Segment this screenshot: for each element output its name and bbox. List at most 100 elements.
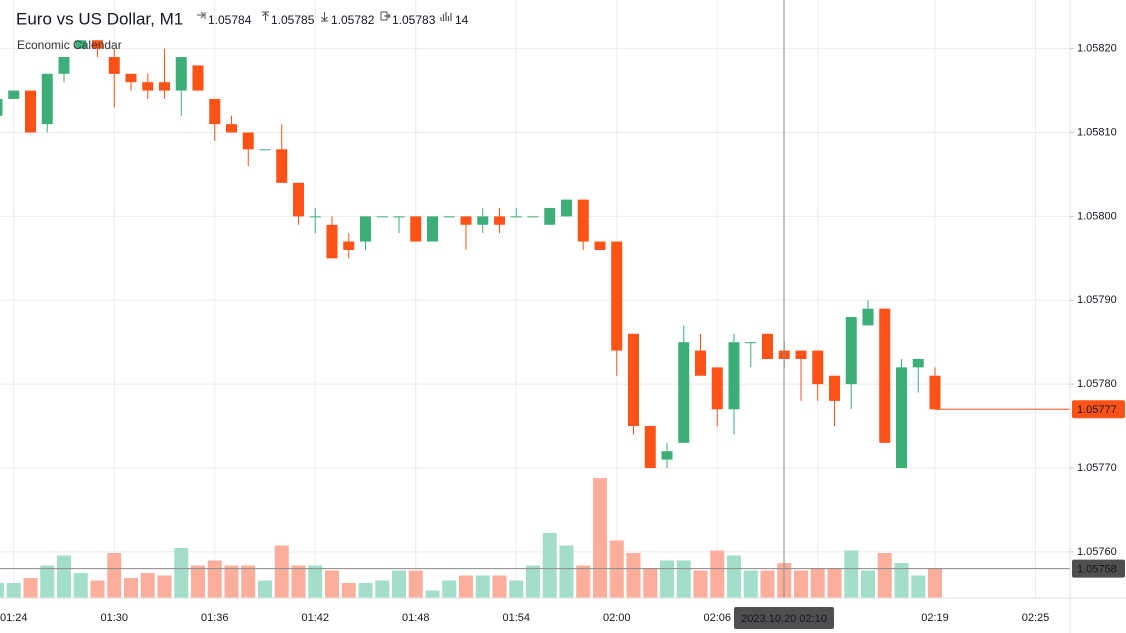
- last-price-label: 1.05777: [1077, 404, 1117, 416]
- volume-bar: [727, 555, 741, 598]
- y-tick-label: 1.05810: [1077, 126, 1117, 138]
- volume-bar: [760, 570, 775, 598]
- candle-body: [108, 57, 120, 74]
- header-low: 1.05782: [331, 13, 375, 27]
- volume-bar: [710, 550, 725, 598]
- volume-bar: [459, 575, 473, 598]
- volume-bar: [693, 570, 708, 598]
- candle-body: [192, 65, 204, 91]
- volume-bar: [73, 573, 88, 598]
- candle-body: [912, 358, 924, 368]
- crosshair-time-label: 2023.10.20 02:10: [741, 613, 827, 625]
- candle-body: [376, 216, 388, 218]
- volume-bar: [559, 545, 574, 598]
- volume-bar: [90, 580, 105, 598]
- volume-bar: [676, 560, 691, 598]
- candle-body: [159, 82, 170, 91]
- volume-bar: [609, 540, 624, 598]
- volume-bar: [408, 570, 423, 598]
- volume-bar: [643, 568, 658, 598]
- volume-bar: [794, 570, 808, 598]
- volume-bar: [241, 565, 256, 598]
- candle-body: [845, 317, 857, 385]
- volume-bar: [626, 553, 641, 598]
- candle-body: [795, 350, 807, 359]
- volume-bar: [509, 580, 524, 598]
- candle-body: [561, 199, 572, 217]
- volume-bar: [341, 583, 356, 598]
- volume-bar: [157, 575, 172, 598]
- y-tick-label: 1.05770: [1077, 462, 1117, 474]
- candle-body: [125, 73, 137, 83]
- y-tick-label: 1.05790: [1077, 294, 1117, 306]
- candle-body: [829, 375, 840, 401]
- volume-bar: [894, 563, 909, 598]
- candle-body: [896, 367, 907, 468]
- candle-body: [527, 216, 539, 218]
- candles: [0, 40, 941, 468]
- y-tick-label: 1.05820: [1077, 43, 1117, 55]
- volume-bar: [542, 533, 557, 598]
- volume-bar: [40, 565, 55, 598]
- candle-body: [695, 350, 706, 376]
- volume-bar: [107, 553, 122, 598]
- volume-bar: [191, 565, 205, 598]
- volume-bar: [844, 550, 859, 598]
- candle-body: [58, 57, 70, 74]
- header-close: 1.05783: [392, 13, 436, 27]
- x-tick-label: 01:36: [201, 612, 229, 624]
- candle-body: [242, 132, 254, 150]
- x-tick-label: 02:00: [603, 612, 631, 624]
- header-open: 1.05784: [208, 13, 252, 27]
- candle-body: [360, 216, 371, 242]
- candle-body: [812, 350, 824, 385]
- candle-body: [92, 40, 103, 49]
- x-tick-label: 02:06: [703, 612, 731, 624]
- candle-body: [309, 216, 321, 218]
- volume-bar: [224, 565, 239, 598]
- volume-bar: [57, 555, 71, 598]
- x-tick-label: 02:25: [1022, 612, 1050, 624]
- x-tick-label: 01:24: [0, 612, 28, 624]
- y-tick-label: 1.05780: [1077, 378, 1117, 390]
- close-icon: [380, 11, 391, 21]
- volume-bar: [258, 580, 272, 598]
- candle-body: [678, 342, 690, 443]
- candle-body: [393, 216, 405, 218]
- volume-bar: [593, 478, 607, 598]
- volume-bar: [274, 545, 289, 598]
- candle-body: [25, 90, 36, 133]
- x-tick-label: 01:54: [502, 612, 530, 624]
- volume-bar: [308, 565, 323, 598]
- candle-body: [510, 216, 522, 218]
- candle-body: [628, 333, 639, 427]
- volume-bar: [475, 575, 490, 598]
- candle-body: [276, 149, 288, 183]
- candle-body: [259, 149, 271, 151]
- chart-title: Euro vs US Dollar, M1: [16, 9, 183, 28]
- candle-body: [209, 98, 221, 125]
- volume-bar: [358, 583, 373, 598]
- candle-body: [477, 216, 489, 225]
- candle-body: [8, 90, 20, 99]
- crosshair-price-label: 1.05758: [1077, 564, 1117, 576]
- candle-body: [460, 216, 472, 225]
- open-icon: [197, 11, 206, 19]
- candle-body: [879, 308, 891, 443]
- candle-body: [644, 426, 656, 468]
- high-icon: [262, 11, 269, 21]
- overlays: [0, 0, 1070, 598]
- candle-body: [410, 216, 422, 242]
- x-tick-label: 02:19: [921, 612, 949, 624]
- candle-body: [494, 216, 505, 225]
- candle-body: [745, 342, 757, 344]
- volume-bar: [660, 560, 674, 598]
- candle-body: [661, 451, 673, 460]
- volume-icon: [440, 12, 452, 21]
- candle-body: [41, 73, 53, 125]
- candle-body: [142, 82, 154, 91]
- volume-bar: [911, 575, 926, 598]
- volume-bar: [810, 568, 825, 598]
